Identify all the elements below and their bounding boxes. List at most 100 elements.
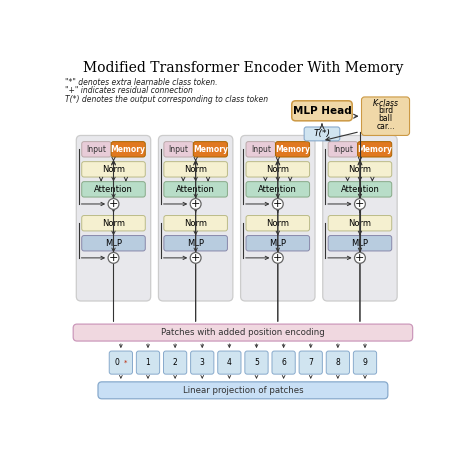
Text: Attention: Attention [258,185,297,194]
Text: 3: 3 [200,358,205,367]
Text: Norm: Norm [102,219,125,228]
Text: *: * [124,359,128,366]
FancyBboxPatch shape [164,142,193,157]
Text: "*" denotes extra learnable class token.: "*" denotes extra learnable class token. [65,78,218,87]
Text: Norm: Norm [266,165,289,174]
FancyBboxPatch shape [292,101,352,121]
FancyBboxPatch shape [82,216,145,231]
Text: +: + [191,199,201,209]
Text: Input: Input [251,145,271,154]
FancyBboxPatch shape [246,142,275,157]
FancyBboxPatch shape [111,142,145,157]
FancyBboxPatch shape [272,351,295,374]
Text: Attention: Attention [340,185,379,194]
FancyBboxPatch shape [328,162,392,177]
Text: +: + [355,199,365,209]
FancyBboxPatch shape [164,236,228,251]
Text: +: + [191,253,201,263]
FancyBboxPatch shape [73,324,413,341]
Circle shape [190,253,201,263]
FancyBboxPatch shape [82,142,111,157]
Circle shape [108,198,119,209]
Text: "+" indicates residual connection: "+" indicates residual connection [65,86,193,95]
FancyBboxPatch shape [323,136,397,301]
FancyBboxPatch shape [328,216,392,231]
Text: Norm: Norm [266,219,289,228]
FancyBboxPatch shape [246,182,310,197]
Text: 2: 2 [173,358,177,367]
FancyBboxPatch shape [218,351,241,374]
Circle shape [190,198,201,209]
Text: MLP: MLP [187,239,204,248]
Text: Memory: Memory [275,145,310,154]
Text: +: + [273,199,283,209]
FancyBboxPatch shape [353,351,377,374]
FancyBboxPatch shape [246,236,310,251]
FancyBboxPatch shape [98,382,388,399]
Text: 6: 6 [281,358,286,367]
FancyBboxPatch shape [328,236,392,251]
Circle shape [355,253,365,263]
FancyBboxPatch shape [164,162,228,177]
FancyBboxPatch shape [357,142,392,157]
FancyBboxPatch shape [164,182,228,197]
Text: Input: Input [333,145,353,154]
FancyBboxPatch shape [328,142,357,157]
Text: Linear projection of patches: Linear projection of patches [182,386,303,395]
FancyBboxPatch shape [328,182,392,197]
Text: Attention: Attention [176,185,215,194]
Text: 1: 1 [146,358,150,367]
Text: MLP Head: MLP Head [292,106,351,116]
Text: 4: 4 [227,358,232,367]
FancyBboxPatch shape [158,136,233,301]
FancyBboxPatch shape [246,216,310,231]
Text: ball: ball [378,114,392,123]
Text: T(*): T(*) [313,129,330,138]
Text: Memory: Memory [193,145,228,154]
Text: Norm: Norm [184,165,207,174]
Text: MLP: MLP [351,239,368,248]
Text: T(*) denotes the output corresponding to class token: T(*) denotes the output corresponding to… [65,95,269,104]
Text: K-class: K-class [373,99,399,108]
FancyBboxPatch shape [82,182,145,197]
FancyBboxPatch shape [362,97,410,136]
Text: Norm: Norm [348,219,372,228]
Text: Norm: Norm [102,165,125,174]
FancyBboxPatch shape [326,351,349,374]
FancyBboxPatch shape [109,351,133,374]
FancyBboxPatch shape [245,351,268,374]
Text: Modified Transformer Encoder With Memory: Modified Transformer Encoder With Memory [83,61,403,75]
FancyBboxPatch shape [246,162,310,177]
Text: Input: Input [86,145,107,154]
Text: Norm: Norm [348,165,372,174]
FancyBboxPatch shape [191,351,214,374]
Text: MLP: MLP [269,239,286,248]
FancyBboxPatch shape [299,351,322,374]
FancyBboxPatch shape [304,127,340,141]
Text: car...: car... [376,121,395,131]
Text: +: + [109,253,118,263]
Circle shape [273,198,283,209]
Text: MLP: MLP [105,239,122,248]
Text: +: + [109,199,118,209]
Circle shape [355,198,365,209]
Circle shape [108,253,119,263]
Text: Memory: Memory [357,145,392,154]
FancyBboxPatch shape [164,351,187,374]
Text: 7: 7 [308,358,313,367]
FancyBboxPatch shape [76,136,151,301]
Circle shape [273,253,283,263]
FancyBboxPatch shape [82,236,145,251]
FancyBboxPatch shape [82,162,145,177]
FancyBboxPatch shape [137,351,160,374]
Text: 8: 8 [336,358,340,367]
Text: Patches with added position encoding: Patches with added position encoding [161,328,325,337]
FancyBboxPatch shape [193,142,228,157]
Text: Attention: Attention [94,185,133,194]
Text: +: + [273,253,283,263]
Text: +: + [355,253,365,263]
Text: 9: 9 [363,358,367,367]
FancyBboxPatch shape [275,142,310,157]
Text: 0: 0 [115,358,120,367]
Text: Memory: Memory [111,145,146,154]
